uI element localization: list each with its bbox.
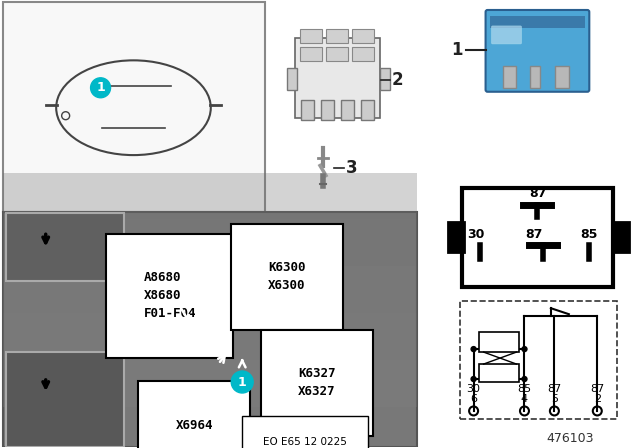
Bar [460, 301, 617, 419]
Bar [301, 100, 314, 120]
Text: 3: 3 [346, 159, 358, 177]
Bar [447, 222, 463, 252]
Bar [380, 68, 390, 90]
Bar [321, 100, 334, 120]
Text: 4: 4 [521, 394, 528, 404]
Bar [341, 100, 354, 120]
Bar [326, 29, 348, 43]
FancyBboxPatch shape [486, 10, 589, 92]
Text: 87: 87 [547, 384, 561, 394]
Bar [461, 188, 613, 287]
Bar [3, 220, 417, 266]
Bar [300, 47, 322, 61]
Circle shape [522, 347, 527, 352]
Circle shape [522, 376, 527, 382]
Bar [531, 66, 540, 88]
Bar [556, 66, 570, 88]
Text: 30: 30 [467, 384, 481, 394]
Text: 5: 5 [551, 394, 558, 404]
Text: K6327
X6327: K6327 X6327 [298, 367, 335, 398]
Bar [3, 172, 417, 220]
Bar [352, 47, 374, 61]
Bar [361, 100, 374, 120]
Text: 85: 85 [580, 228, 598, 241]
Bar [479, 364, 520, 382]
Text: 1: 1 [96, 81, 105, 94]
Bar [3, 212, 417, 447]
Bar [287, 68, 297, 90]
Bar [479, 332, 520, 352]
Text: 87: 87 [525, 228, 542, 241]
Text: 30: 30 [467, 228, 484, 241]
Bar [3, 313, 417, 360]
Bar [295, 38, 380, 118]
Bar [613, 222, 629, 252]
Text: 87: 87 [529, 187, 546, 200]
Text: EO E65 12 0225: EO E65 12 0225 [263, 437, 347, 447]
Circle shape [91, 78, 111, 98]
Bar [6, 213, 124, 281]
FancyBboxPatch shape [492, 26, 522, 44]
Text: 87: 87 [590, 384, 604, 394]
Bar [3, 360, 417, 407]
Text: 2: 2 [594, 394, 601, 404]
Text: 1: 1 [238, 375, 246, 388]
Text: 85: 85 [517, 384, 532, 394]
Text: A8680
X8680
F01-F04: A8680 X8680 F01-F04 [143, 271, 196, 320]
Bar [3, 2, 265, 212]
Bar [490, 16, 586, 28]
Circle shape [231, 371, 253, 393]
Text: 1: 1 [451, 41, 463, 59]
Text: 476103: 476103 [547, 432, 595, 445]
Bar [6, 352, 124, 447]
Text: X6964: X6964 [175, 419, 213, 432]
Bar [352, 29, 374, 43]
Text: 6: 6 [470, 394, 477, 404]
Text: 2: 2 [392, 71, 403, 89]
Circle shape [471, 376, 476, 382]
Bar [300, 29, 322, 43]
Bar [326, 47, 348, 61]
Text: K6300
X6300: K6300 X6300 [268, 261, 306, 293]
Bar [3, 266, 417, 313]
Circle shape [471, 347, 476, 352]
Bar [502, 66, 516, 88]
